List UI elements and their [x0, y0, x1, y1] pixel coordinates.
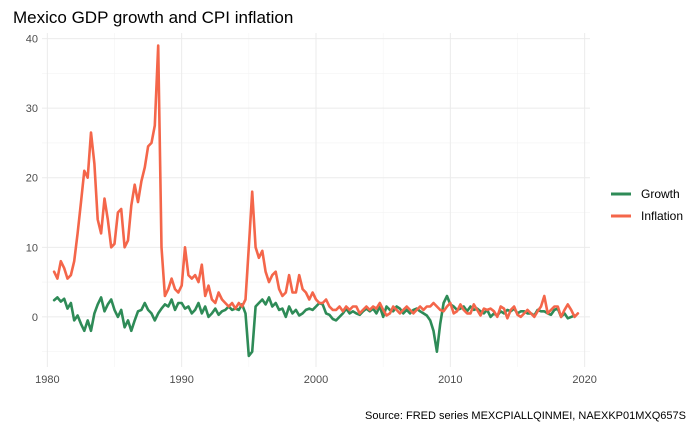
legend-label-growth: Growth — [641, 187, 680, 201]
series-lines — [52, 44, 580, 358]
y-tick-label: 40 — [26, 34, 38, 46]
x-tick-label: 1990 — [169, 374, 193, 386]
chart-title: Mexico GDP growth and CPI inflation — [13, 8, 293, 27]
x-axis-ticks: 1980 1990 2000 2010 2020 — [35, 374, 597, 386]
series-line-inflation — [52, 44, 580, 320]
x-tick-label: 2010 — [438, 374, 462, 386]
chart-caption: Source: FRED series MEXCPIALLQINMEI, NAE… — [365, 410, 686, 422]
legend: Growth Inflation — [611, 187, 683, 223]
y-tick-label: 0 — [32, 312, 38, 324]
y-tick-label: 20 — [26, 173, 38, 185]
y-tick-label: 10 — [26, 242, 38, 254]
y-tick-label: 30 — [26, 103, 38, 115]
x-tick-label: 2020 — [572, 374, 596, 386]
series-line-growth — [52, 294, 576, 358]
x-tick-label: 1980 — [35, 374, 59, 386]
y-axis-ticks: 0 10 20 30 40 — [26, 34, 38, 324]
grid — [42, 33, 590, 367]
legend-label-inflation: Inflation — [641, 209, 683, 223]
x-tick-label: 2000 — [304, 374, 328, 386]
